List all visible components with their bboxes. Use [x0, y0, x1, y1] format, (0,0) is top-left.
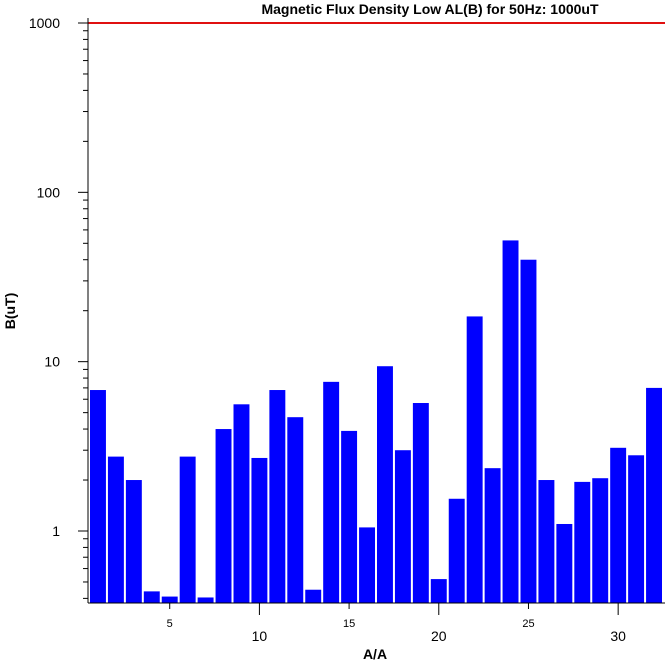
bar-23 — [484, 468, 501, 603]
bar-16 — [359, 527, 375, 603]
bar-1 — [90, 390, 106, 603]
bar-3 — [125, 480, 142, 603]
bar-19 — [412, 403, 429, 603]
bar-21 — [448, 498, 465, 603]
y-axis-label: B(uT) — [2, 293, 18, 330]
bar-2 — [107, 456, 124, 603]
y-tick-label-1000: 1000 — [29, 15, 60, 31]
bar-26 — [538, 480, 555, 603]
y-tick-label-100: 100 — [37, 184, 61, 200]
x-axis-label: A/A — [363, 646, 387, 662]
bars-group — [90, 240, 662, 604]
bar-14 — [323, 381, 340, 603]
bar-22 — [466, 316, 483, 603]
bar-20 — [430, 579, 447, 603]
bar-27 — [556, 523, 573, 603]
bar-25 — [520, 259, 537, 603]
bar-32 — [646, 387, 662, 603]
bar-13 — [305, 589, 322, 603]
x-tick-label-15: 15 — [343, 618, 355, 630]
x-tick-label-20: 20 — [431, 628, 447, 644]
x-tick-label-10: 10 — [252, 628, 268, 644]
bar-12 — [287, 417, 304, 603]
bar-5 — [161, 596, 178, 603]
bar-10 — [251, 457, 268, 603]
bar-15 — [341, 430, 358, 603]
bar-17 — [377, 366, 393, 603]
bar-11 — [269, 390, 286, 603]
bar-6 — [179, 456, 196, 603]
bar-8 — [215, 429, 232, 603]
bar-30 — [610, 447, 627, 603]
y-tick-label-1: 1 — [52, 523, 60, 539]
x-tick-label-5: 5 — [167, 618, 173, 630]
x-tick-label-30: 30 — [610, 628, 626, 644]
bar-18 — [394, 450, 411, 603]
bar-28 — [574, 481, 591, 603]
bar-4 — [143, 591, 160, 603]
bar-9 — [233, 404, 250, 603]
chart-title: Magnetic Flux Density Low AL(B) for 50Hz… — [261, 1, 599, 17]
x-tick-label-25: 25 — [522, 618, 534, 630]
y-tick-label-10: 10 — [44, 354, 60, 370]
x-axis: 10 20 30 5 15 25 — [88, 602, 665, 644]
bar-29 — [592, 478, 609, 603]
bar-7 — [197, 597, 214, 603]
bar-31 — [628, 455, 645, 603]
y-axis: 1 10 100 1000 — [29, 15, 89, 603]
bar-24 — [502, 240, 519, 604]
